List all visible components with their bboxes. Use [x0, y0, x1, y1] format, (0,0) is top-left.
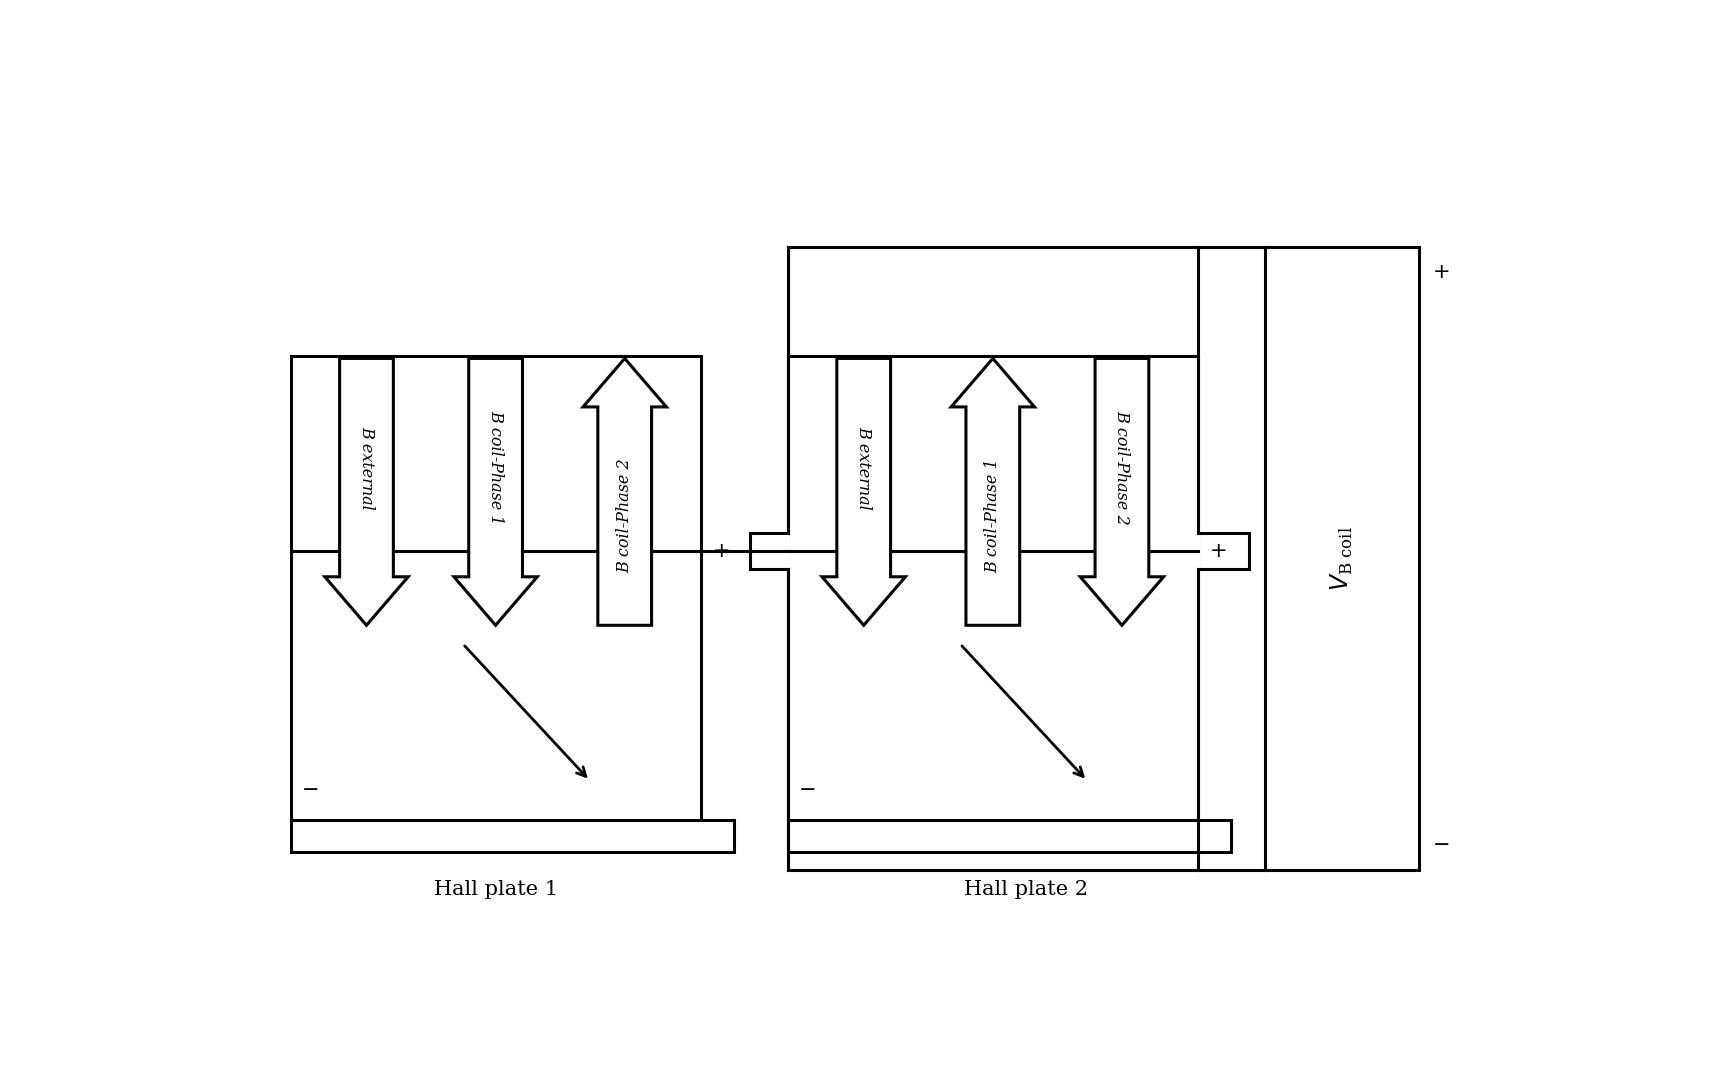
Text: B external: B external [357, 426, 375, 509]
Polygon shape [952, 358, 1035, 626]
Text: B coil-Phase 1: B coil-Phase 1 [487, 411, 505, 525]
Text: $V_{\mathregular{B}\ \mathregular{coil}}$: $V_{\mathregular{B}\ \mathregular{coil}}… [1330, 527, 1356, 592]
Text: B coil-Phase 2: B coil-Phase 2 [1113, 411, 1131, 525]
Polygon shape [787, 820, 1231, 853]
Polygon shape [454, 358, 538, 626]
Text: −: − [1432, 835, 1450, 856]
Bar [787, 248, 1420, 870]
Polygon shape [1080, 358, 1164, 626]
Text: +: + [713, 541, 730, 561]
Text: Hall plate 1: Hall plate 1 [434, 880, 558, 899]
Polygon shape [291, 820, 733, 853]
Text: +: + [1210, 541, 1228, 561]
Text: Hall plate 2: Hall plate 2 [964, 880, 1089, 899]
Polygon shape [583, 358, 666, 626]
Text: B external: B external [855, 426, 872, 509]
Polygon shape [324, 358, 407, 626]
Text: −: − [302, 780, 319, 800]
Text: B coil-Phase 2: B coil-Phase 2 [616, 458, 633, 573]
Bar [291, 356, 701, 820]
Text: −: − [799, 780, 817, 800]
Text: +: + [1432, 263, 1451, 282]
Text: B coil-Phase 1: B coil-Phase 1 [985, 458, 1001, 573]
Bar [787, 356, 1198, 820]
Polygon shape [822, 358, 905, 626]
